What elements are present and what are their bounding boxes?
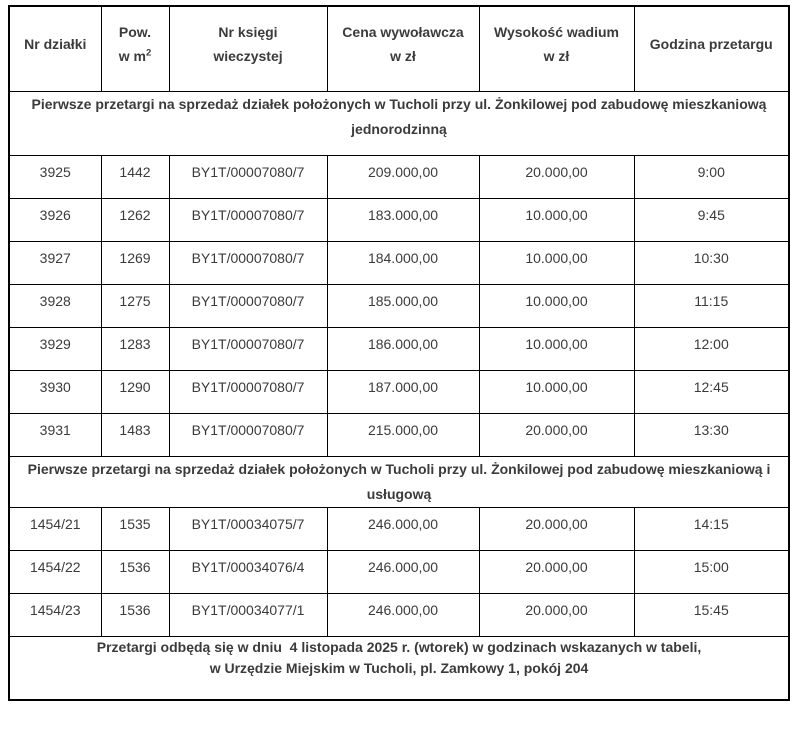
col-header-godzina: Godzina przetargu (633, 5, 790, 92)
cell-wadium: 10.000,00 (478, 283, 635, 328)
footer-note-row: Przetargi odbędą się w dniu 4 listopada … (8, 635, 790, 701)
cell-powierzchnia: 1442 (100, 154, 170, 199)
cell-wadium: 10.000,00 (478, 240, 635, 285)
cell-wadium: 20.000,00 (478, 412, 635, 457)
table-row: 3928 1275 BY1T/00007080/7 185.000,00 10.… (8, 283, 790, 328)
table-row: 3931 1483 BY1T/00007080/7 215.000,00 20.… (8, 412, 790, 457)
section-title: Pierwsze przetargi na sprzedaż działek p… (8, 455, 790, 508)
cell-godzina: 9:00 (633, 154, 790, 199)
cell-nr-dzialki: 3930 (8, 369, 102, 414)
col-header-label: Nr działki (24, 35, 87, 52)
cell-godzina: 15:45 (633, 592, 790, 637)
cell-ksiega-wieczysta: BY1T/00007080/7 (168, 412, 328, 457)
cell-nr-dzialki: 1454/23 (8, 592, 102, 637)
cell-ksiega-wieczysta: BY1T/00034076/4 (168, 549, 328, 594)
cell-nr-dzialki: 3927 (8, 240, 102, 285)
cell-wadium: 20.000,00 (478, 154, 635, 199)
col-header-ksiega-wieczysta: Nr księgi wieczystej (168, 5, 328, 92)
table-row: 1454/21 1535 BY1T/00034075/7 246.000,00 … (8, 506, 790, 551)
table-row: 1454/23 1536 BY1T/00034077/1 246.000,00 … (8, 592, 790, 637)
cell-nr-dzialki: 1454/21 (8, 506, 102, 551)
cell-nr-dzialki: 3929 (8, 326, 102, 371)
col-header-wadium: Wysokość wadium w zł (478, 5, 635, 92)
table-row: 3929 1283 BY1T/00007080/7 186.000,00 10.… (8, 326, 790, 371)
col-header-line: w zł (390, 47, 416, 64)
cell-ksiega-wieczysta: BY1T/00007080/7 (168, 283, 328, 328)
column-header-row: Nr działki Pow. w m2 Nr księgi wieczyste… (8, 5, 790, 92)
cell-ksiega-wieczysta: BY1T/00007080/7 (168, 326, 328, 371)
col-header-line: Nr księgi (218, 23, 278, 40)
section-title: Pierwsze przetargi na sprzedaż działek p… (8, 90, 790, 156)
cell-godzina: 13:30 (633, 412, 790, 457)
cell-cena: 246.000,00 (326, 506, 480, 551)
cell-cena: 186.000,00 (326, 326, 480, 371)
cell-wadium: 20.000,00 (478, 506, 635, 551)
cell-godzina: 12:00 (633, 326, 790, 371)
col-header-line: wieczystej (213, 47, 283, 64)
col-header-line: Pow. (118, 23, 152, 40)
cell-ksiega-wieczysta: BY1T/00007080/7 (168, 197, 328, 242)
cell-powierzchnia: 1536 (100, 592, 170, 637)
col-header-line: w zł (543, 47, 570, 64)
table-row: 3925 1442 BY1T/00007080/7 209.000,00 20.… (8, 154, 790, 199)
cell-wadium: 10.000,00 (478, 197, 635, 242)
cell-powierzchnia: 1275 (100, 283, 170, 328)
col-header-cena-wywolawcza: Cena wywoławcza w zł (326, 5, 480, 92)
cell-cena: 246.000,00 (326, 549, 480, 594)
section-title-row: Pierwsze przetargi na sprzedaż działek p… (8, 90, 790, 156)
cell-godzina: 14:15 (633, 506, 790, 551)
cell-powierzchnia: 1535 (100, 506, 170, 551)
auction-schedule-table: Nr działki Pow. w m2 Nr księgi wieczyste… (8, 5, 790, 701)
table-row: 3926 1262 BY1T/00007080/7 183.000,00 10.… (8, 197, 790, 242)
cell-powierzchnia: 1483 (100, 412, 170, 457)
cell-wadium: 10.000,00 (478, 326, 635, 371)
cell-powierzchnia: 1262 (100, 197, 170, 242)
cell-godzina: 10:30 (633, 240, 790, 285)
cell-nr-dzialki: 3925 (8, 154, 102, 199)
footer-note: Przetargi odbędą się w dniu 4 listopada … (8, 635, 790, 701)
cell-godzina: 15:00 (633, 549, 790, 594)
footer-note-line: Przetargi odbędą się w dniu 4 listopada … (96, 638, 702, 655)
cell-wadium: 10.000,00 (478, 369, 635, 414)
cell-godzina: 12:45 (633, 369, 790, 414)
cell-ksiega-wieczysta: BY1T/00007080/7 (168, 369, 328, 414)
col-header-powierzchnia: Pow. w m2 (100, 5, 170, 92)
cell-nr-dzialki: 3928 (8, 283, 102, 328)
cell-wadium: 20.000,00 (478, 592, 635, 637)
cell-cena: 185.000,00 (326, 283, 480, 328)
cell-ksiega-wieczysta: BY1T/00034077/1 (168, 592, 328, 637)
section-title-row: Pierwsze przetargi na sprzedaż działek p… (8, 455, 790, 508)
cell-godzina: 9:45 (633, 197, 790, 242)
table-row: 1454/22 1536 BY1T/00034076/4 246.000,00 … (8, 549, 790, 594)
cell-powierzchnia: 1269 (100, 240, 170, 285)
cell-wadium: 20.000,00 (478, 549, 635, 594)
cell-cena: 184.000,00 (326, 240, 480, 285)
col-header-line: Wysokość wadium (493, 23, 619, 40)
cell-cena: 183.000,00 (326, 197, 480, 242)
cell-nr-dzialki: 1454/22 (8, 549, 102, 594)
cell-cena: 215.000,00 (326, 412, 480, 457)
cell-cena: 246.000,00 (326, 592, 480, 637)
cell-ksiega-wieczysta: BY1T/00034075/7 (168, 506, 328, 551)
table-row: 3930 1290 BY1T/00007080/7 187.000,00 10.… (8, 369, 790, 414)
cell-godzina: 11:15 (633, 283, 790, 328)
table-row: 3927 1269 BY1T/00007080/7 184.000,00 10.… (8, 240, 790, 285)
cell-ksiega-wieczysta: BY1T/00007080/7 (168, 154, 328, 199)
col-header-line: w m2 (118, 47, 152, 64)
cell-cena: 187.000,00 (326, 369, 480, 414)
cell-powierzchnia: 1536 (100, 549, 170, 594)
cell-nr-dzialki: 3931 (8, 412, 102, 457)
cell-powierzchnia: 1283 (100, 326, 170, 371)
col-header-label: Godzina przetargu (649, 35, 773, 52)
cell-ksiega-wieczysta: BY1T/00007080/7 (168, 240, 328, 285)
col-header-line: Cena wywoławcza (342, 23, 464, 40)
cell-powierzchnia: 1290 (100, 369, 170, 414)
cell-nr-dzialki: 3926 (8, 197, 102, 242)
superscript: 2 (145, 47, 152, 59)
cell-cena: 209.000,00 (326, 154, 480, 199)
col-header-nr-dzialki: Nr działki (8, 5, 102, 92)
footer-note-line: w Urzędzie Miejskim w Tucholi, pl. Zamko… (209, 659, 589, 676)
